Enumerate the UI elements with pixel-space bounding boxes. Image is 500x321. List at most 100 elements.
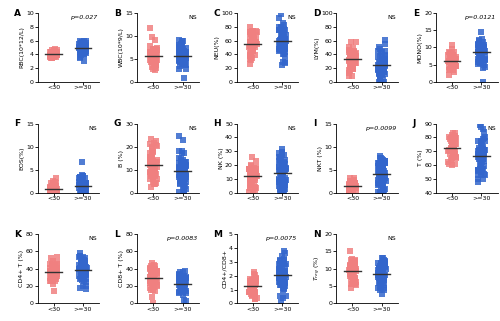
Point (49, 179, 57, 184)
Point (146, 162, 154, 167)
Point (52, 265, 60, 271)
Point (376, 162, 384, 167)
Point (246, 54, 254, 59)
Point (180, 190, 188, 195)
Point (80, 39, 88, 44)
Point (452, 142, 460, 147)
Point (346, 270, 354, 275)
Text: p=0.0099: p=0.0099 (365, 126, 396, 131)
Point (252, 29, 260, 34)
Point (378, 61, 386, 66)
Point (50, 190, 58, 195)
Point (180, 276, 188, 281)
Point (346, 263, 354, 268)
Point (247, 182, 255, 187)
Point (251, 289, 259, 294)
Point (349, 61, 357, 66)
Point (175, 290, 183, 295)
Point (446, 58, 454, 63)
Point (80, 45, 88, 50)
Point (476, 56, 484, 61)
Point (350, 184, 358, 189)
Point (278, 174, 285, 179)
Point (380, 76, 388, 82)
Point (481, 57, 489, 63)
Point (380, 165, 388, 170)
Point (476, 163, 484, 169)
Point (81, 44, 89, 49)
Point (346, 56, 354, 61)
Text: I: I (313, 119, 316, 128)
Point (376, 156, 384, 161)
Point (344, 188, 352, 193)
Point (380, 272, 388, 277)
Point (149, 170, 157, 176)
Point (474, 46, 482, 51)
Point (275, 177, 283, 182)
Point (246, 169, 254, 174)
Point (178, 57, 186, 63)
Point (80, 190, 88, 195)
Point (150, 169, 158, 175)
Point (80, 187, 88, 192)
Point (146, 275, 154, 280)
Point (180, 287, 188, 292)
Point (280, 169, 287, 175)
Point (246, 281, 254, 286)
Point (346, 190, 354, 195)
Point (82, 272, 90, 277)
Point (374, 178, 382, 183)
Point (82, 190, 90, 195)
Point (278, 281, 285, 286)
Point (250, 269, 258, 274)
Point (478, 168, 486, 173)
Point (77, 47, 85, 52)
Point (150, 60, 158, 65)
Point (51, 187, 59, 192)
Point (51, 184, 59, 189)
Point (153, 278, 161, 283)
Point (480, 50, 488, 55)
Point (376, 267, 384, 272)
Point (278, 152, 286, 157)
Point (452, 55, 460, 60)
Point (79, 190, 87, 195)
Point (277, 299, 285, 305)
Point (176, 273, 184, 278)
Point (82, 189, 90, 194)
Point (50, 54, 58, 59)
Point (77, 268, 85, 273)
Point (153, 283, 161, 288)
Point (77, 40, 85, 46)
Point (180, 276, 188, 282)
Point (252, 171, 260, 176)
Point (50, 188, 58, 193)
Point (281, 187, 289, 192)
Point (153, 164, 161, 169)
Point (178, 160, 186, 165)
Point (251, 39, 259, 45)
Point (176, 170, 184, 175)
Point (46, 54, 54, 59)
Point (474, 56, 482, 61)
Point (374, 267, 382, 273)
Point (248, 169, 256, 174)
Point (180, 57, 188, 62)
Point (82, 175, 90, 180)
Point (81, 185, 89, 190)
Point (350, 265, 358, 270)
Point (246, 286, 254, 291)
Point (148, 50, 156, 56)
Point (346, 183, 354, 188)
Point (378, 190, 386, 195)
Point (480, 167, 488, 172)
Point (478, 54, 486, 59)
Point (376, 61, 384, 66)
Point (246, 39, 254, 44)
Point (52, 190, 60, 195)
Point (248, 287, 256, 292)
Point (49, 279, 57, 284)
Point (349, 276, 357, 282)
Point (280, 271, 288, 276)
Text: F: F (14, 119, 20, 128)
